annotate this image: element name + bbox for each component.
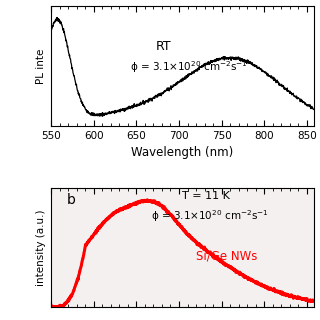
Y-axis label: PL inte: PL inte: [36, 48, 46, 84]
Text: b: b: [67, 193, 76, 207]
X-axis label: Wavelength (nm): Wavelength (nm): [131, 146, 234, 159]
Text: ϕ = 3.1×10$^{20}$ cm$^{-2}$s$^{-1}$: ϕ = 3.1×10$^{20}$ cm$^{-2}$s$^{-1}$: [130, 59, 248, 75]
Text: ϕ = 3.1×10$^{20}$ cm$^{-2}$s$^{-1}$: ϕ = 3.1×10$^{20}$ cm$^{-2}$s$^{-1}$: [151, 208, 269, 224]
Text: RT: RT: [156, 40, 172, 53]
Y-axis label: intensity (a.u.): intensity (a.u.): [36, 209, 46, 286]
Text: Si/Ge NWs: Si/Ge NWs: [196, 250, 257, 263]
Text: T = 11 K: T = 11 K: [182, 191, 230, 201]
